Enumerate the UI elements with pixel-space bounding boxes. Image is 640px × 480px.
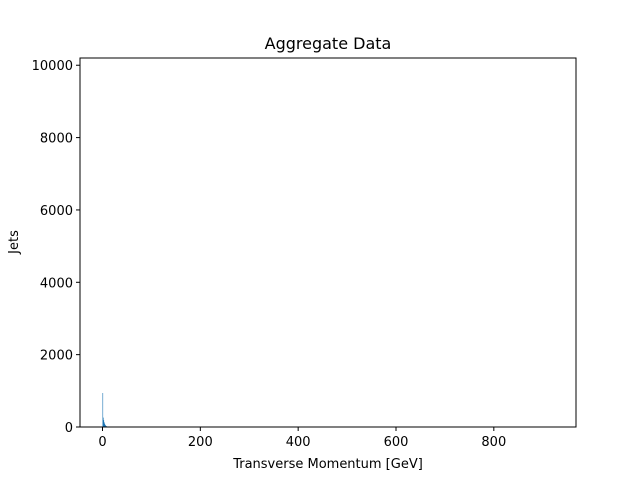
y-tick-label-3: 6000 — [40, 204, 73, 219]
x-tick-label-2: 400 — [286, 435, 311, 450]
x-tick-label-4: 800 — [481, 435, 506, 450]
y-tick-label-5: 10000 — [32, 59, 73, 74]
histogram-bar-0 — [102, 392, 104, 427]
y-tick-label-2: 4000 — [40, 276, 73, 291]
histogram-bar-3 — [103, 422, 105, 427]
chart-title: Aggregate Data — [265, 34, 392, 53]
histogram-bar-1 — [102, 417, 104, 427]
histogram-bar-6 — [105, 425, 107, 427]
x-tick-label-0: 0 — [98, 435, 106, 450]
x-tick-label-1: 200 — [188, 435, 213, 450]
y-axis-ticks: 0 2000 4000 6000 8000 10000 — [32, 59, 80, 436]
y-axis-label: Jets — [7, 230, 22, 255]
x-axis-ticks: 0 200 400 600 800 — [98, 427, 506, 450]
y-tick-label-4: 8000 — [40, 132, 73, 147]
y-tick-label-1: 2000 — [40, 349, 73, 364]
x-axis-label: Transverse Momentum [GeV] — [232, 457, 423, 472]
bars — [102, 392, 110, 427]
y-tick-label-0: 0 — [65, 421, 73, 436]
plot-frame — [79, 57, 577, 428]
histogram-bar-2 — [103, 420, 105, 427]
histogram-bar-7 — [105, 425, 107, 427]
histogram-bar-4 — [104, 423, 106, 427]
x-tick-label-3: 600 — [384, 435, 409, 450]
histogram-bar-5 — [104, 424, 106, 427]
